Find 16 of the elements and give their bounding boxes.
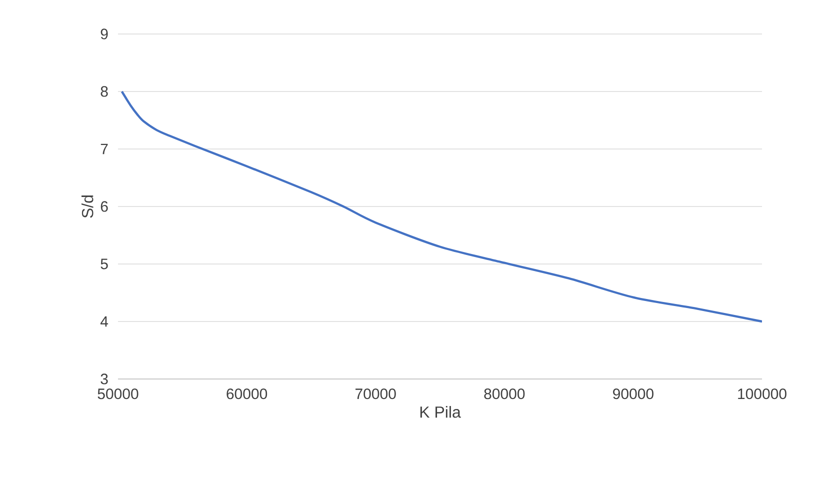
y-tick-label: 3	[100, 374, 108, 384]
x-tick-label: 70000	[356, 388, 396, 400]
y-tick-label: 7	[100, 144, 108, 154]
line-series	[120, 90, 762, 323]
y-tick-label: 4	[100, 316, 108, 327]
y-tick-label: 8	[100, 86, 108, 97]
y-tick-label: 9	[100, 28, 108, 40]
x-axis-title: K Pila	[420, 406, 461, 418]
x-tick-label: 90000	[613, 388, 654, 400]
y-axis-title: S/d	[82, 196, 94, 218]
y-tick-label: 6	[100, 201, 108, 212]
y-tick-label: 5	[100, 258, 108, 270]
x-tick-label: 100000	[738, 388, 786, 400]
x-tick-label: 50000	[98, 388, 138, 400]
x-tick-label: 80000	[484, 388, 525, 400]
x-tick-label: 60000	[226, 388, 268, 400]
